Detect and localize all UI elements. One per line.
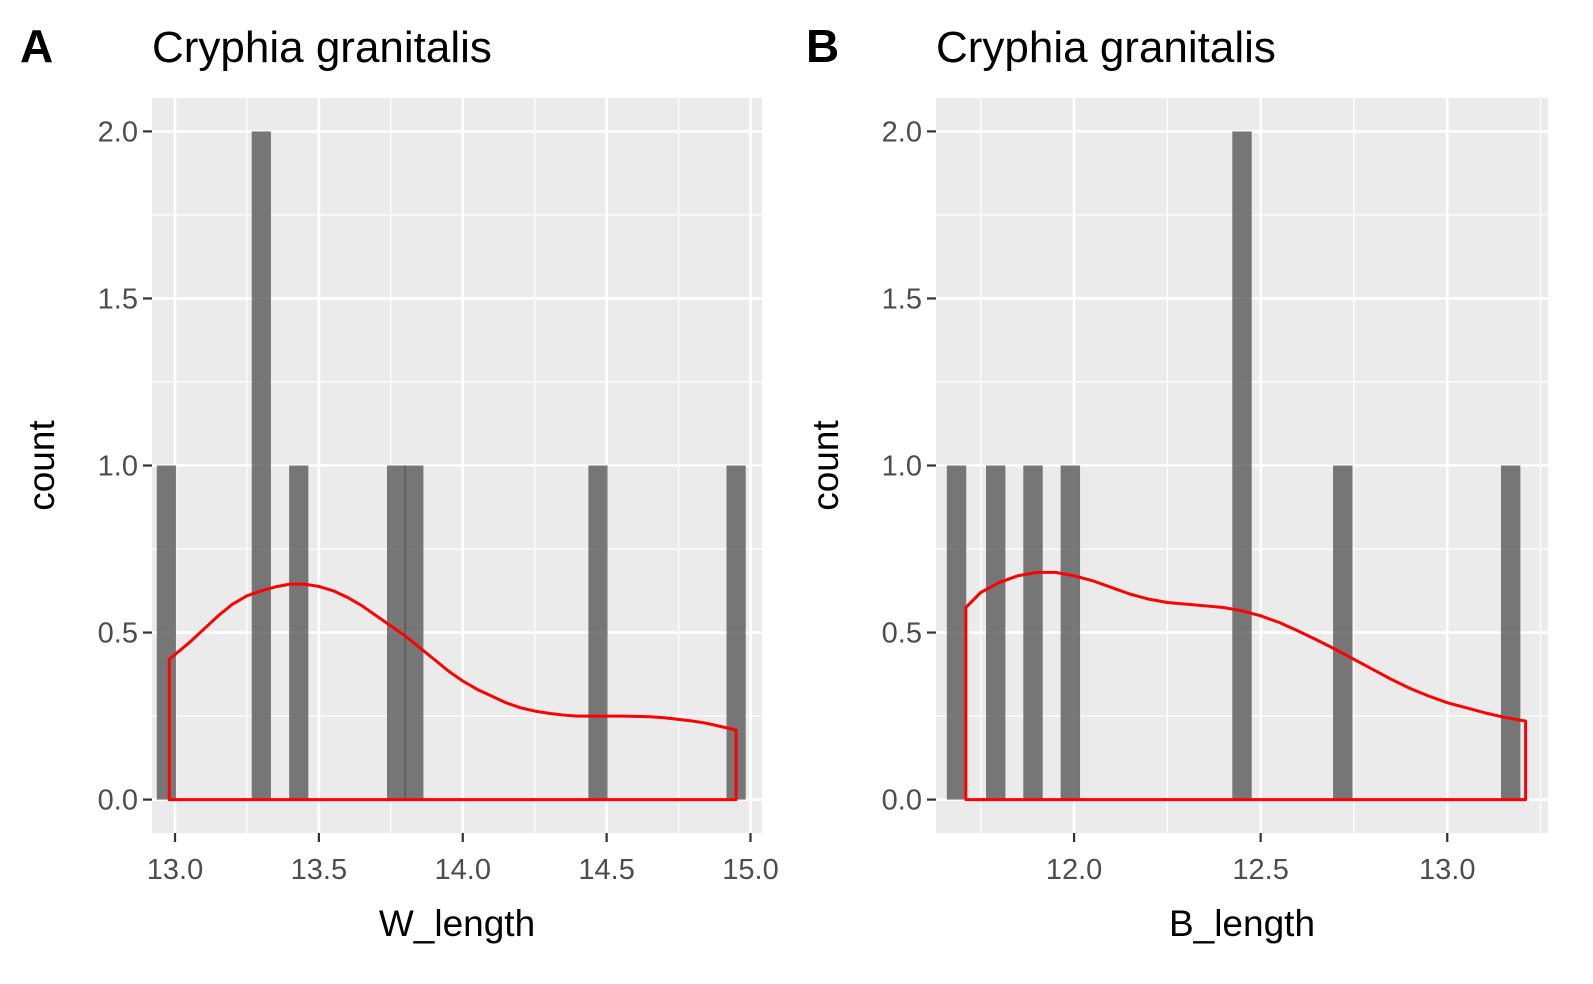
x-axis-title: W_length	[379, 903, 535, 944]
histogram-bar	[1500, 465, 1521, 800]
y-tick-label: 0.0	[882, 785, 922, 817]
histogram-bar	[946, 465, 967, 800]
y-tick-label: 1.5	[98, 283, 138, 315]
histogram-bar	[726, 465, 746, 800]
x-tick-label: 14.0	[435, 854, 491, 886]
x-tick-label: 13.0	[1419, 854, 1475, 886]
y-tick-label: 1.5	[882, 283, 922, 315]
panel-b: 0.0 0.5 1.0 1.5 2.0 12.0 12.5 13.0 B_length count…	[805, 20, 1548, 944]
histogram-bar	[289, 465, 309, 800]
x-tick-label: 13.5	[291, 854, 347, 886]
y-tick-label: 1.0	[98, 451, 138, 483]
y-axis-title: count	[21, 420, 62, 511]
histogram-bar	[156, 465, 176, 800]
histogram-bar	[1333, 465, 1353, 800]
y-tick-label: 2.0	[882, 116, 922, 148]
x-tick-label: 15.0	[722, 854, 778, 886]
y-axis-title: count	[805, 420, 846, 511]
chart-title: Cryphia granitalis	[936, 23, 1276, 72]
chart-title: Cryphia granitalis	[152, 23, 492, 72]
panel-tag: B	[806, 20, 839, 72]
x-tick-label: 14.5	[578, 854, 634, 886]
density-curve	[964, 570, 1528, 802]
histogram-bar	[986, 465, 1006, 800]
histogram-bar	[1232, 131, 1252, 800]
y-tick-label: 0.5	[98, 618, 138, 650]
y-tick-label: 1.0	[882, 451, 922, 483]
histogram-bar	[588, 465, 608, 800]
panel-tag: A	[20, 20, 53, 72]
histogram-bar	[404, 465, 424, 800]
y-tick-label: 0.0	[98, 785, 138, 817]
y-tick-label: 2.0	[98, 116, 138, 148]
histogram-bar	[251, 131, 271, 800]
y-tick-label: 0.5	[882, 618, 922, 650]
x-tick-label: 13.0	[147, 854, 203, 886]
x-tick-label: 12.5	[1232, 854, 1288, 886]
panel-a: 0.0 0.5 1.0 1.5 2.0 13.0 13.5 14.0 14.5 15.0 W_len…	[20, 20, 779, 944]
density-curve	[167, 582, 738, 802]
x-axis-title: B_length	[1169, 903, 1315, 944]
histogram-bar	[386, 465, 407, 800]
x-tick-label: 12.0	[1046, 854, 1102, 886]
histogram-bar	[1023, 465, 1043, 800]
histogram-bar	[1060, 465, 1081, 800]
